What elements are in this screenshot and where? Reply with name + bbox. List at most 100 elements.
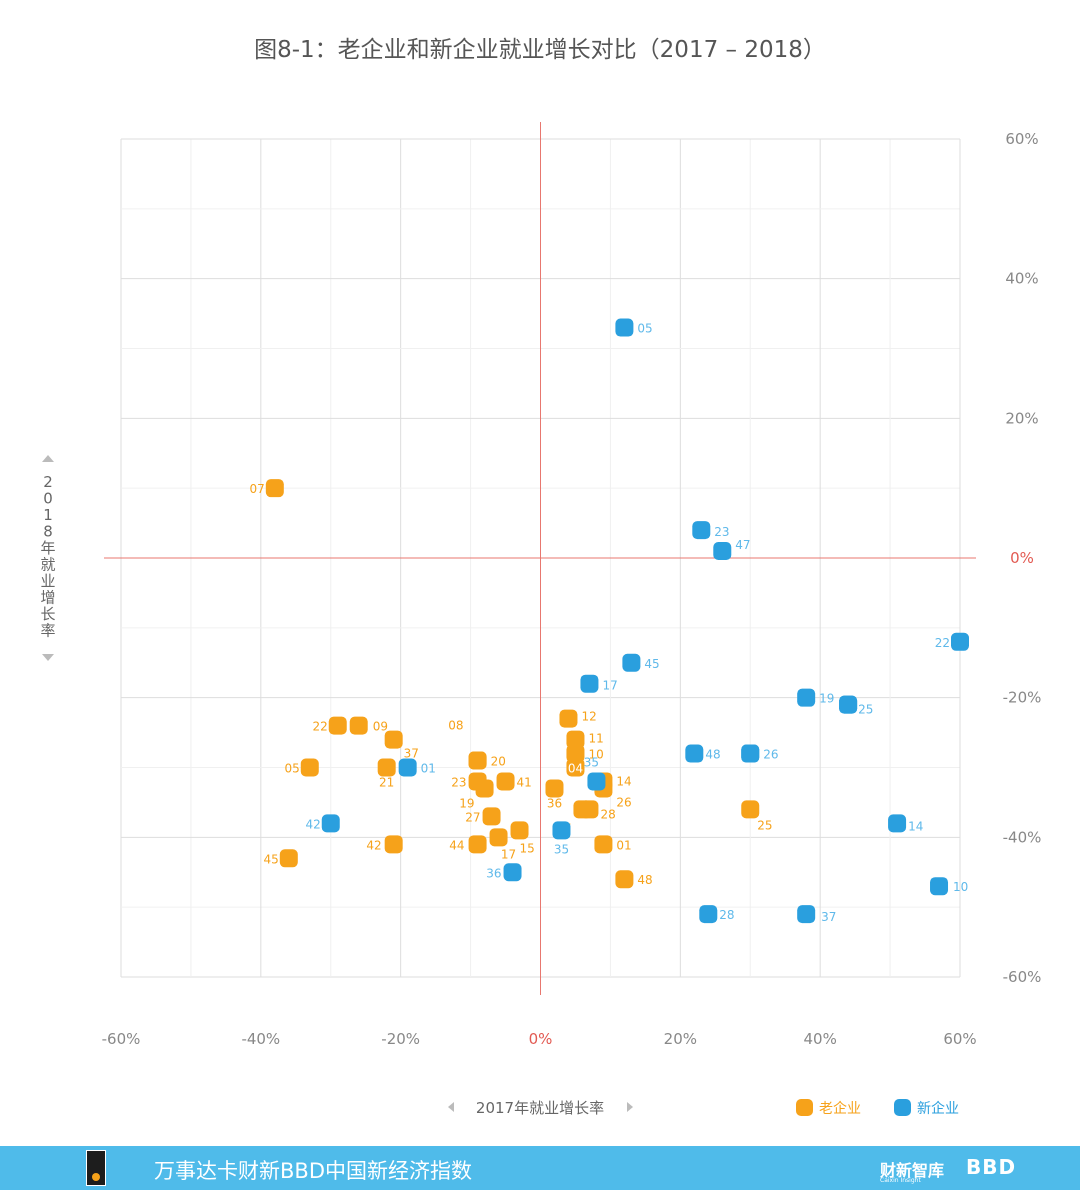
old-company-point <box>559 709 578 728</box>
point-label: 22 <box>312 720 327 734</box>
point-label: 45 <box>644 657 659 671</box>
new-company-point <box>622 653 641 672</box>
caixin-insight-sub: Caixin Insight <box>880 1177 921 1184</box>
old-company-point <box>328 716 347 735</box>
new-company-point <box>503 863 522 882</box>
point-label: 37 <box>404 747 419 761</box>
new-company-point <box>839 695 858 714</box>
point-label: 05 <box>637 322 652 336</box>
x-tick-label: -60% <box>102 1030 141 1048</box>
point-label: 23 <box>451 775 466 789</box>
new-company-point <box>587 772 606 791</box>
point-label: 47 <box>735 538 750 552</box>
point-label: 15 <box>520 841 535 855</box>
x-tick-label: 20% <box>664 1030 697 1048</box>
point-label: 41 <box>517 775 532 789</box>
old-company-point <box>566 744 585 763</box>
new-company-point <box>888 814 907 833</box>
point-label: 17 <box>501 847 516 861</box>
new-company-point <box>685 744 704 763</box>
point-label: 28 <box>719 908 734 922</box>
new-company-point <box>552 821 571 840</box>
point-label: 28 <box>600 807 615 821</box>
point-label: 48 <box>705 748 720 762</box>
new-company-point <box>741 744 760 763</box>
y-tick-label: -60% <box>1003 968 1042 986</box>
old-company-point <box>510 821 529 840</box>
y-arrow-down-icon <box>42 654 54 661</box>
new-company-point <box>321 814 340 833</box>
old-company-point <box>545 779 564 798</box>
point-label: 19 <box>819 692 834 706</box>
old-company-point <box>566 758 585 777</box>
legend-swatch <box>796 1099 813 1116</box>
point-label: 27 <box>465 810 480 824</box>
new-company-point <box>930 877 949 896</box>
point-label: 26 <box>763 748 778 762</box>
legend-label: 新企业 <box>917 1100 959 1117</box>
new-company-point <box>797 905 816 924</box>
point-label: 48 <box>637 873 652 887</box>
x-tick-label: 60% <box>943 1030 976 1048</box>
point-label: 01 <box>616 838 631 852</box>
point-label: 35 <box>584 755 599 769</box>
point-label: 04 <box>568 762 583 776</box>
old-company-point <box>384 835 403 854</box>
old-company-point <box>279 849 298 868</box>
x-arrow-left-icon <box>448 1102 454 1112</box>
y-tick-label: 40% <box>1005 270 1038 288</box>
legend: 老企业 新企业 <box>796 1099 959 1117</box>
old-company-point <box>566 730 585 749</box>
old-company-point <box>384 730 403 749</box>
caixin-insight-logo: 财新智库 <box>880 1161 945 1180</box>
y-tick-label: 0% <box>1010 549 1034 567</box>
old-company-point <box>349 716 368 735</box>
point-label: 37 <box>821 910 836 924</box>
y-tick-label: -40% <box>1003 828 1042 846</box>
y-axis-title: 2 0 1 8 年就业增长率 <box>40 473 55 640</box>
point-label: 44 <box>449 838 464 852</box>
point-label: 09 <box>373 720 388 734</box>
x-tick-label: 0% <box>529 1030 553 1048</box>
old-company-point <box>594 835 613 854</box>
x-axis-title: 2017年就业增长率 <box>476 1099 604 1117</box>
legend-label: 老企业 <box>819 1100 861 1117</box>
point-label: 36 <box>547 796 562 810</box>
point-label: 14 <box>616 774 631 788</box>
bbd-logo: BBD <box>966 1155 1017 1179</box>
point-label: 08 <box>448 719 463 733</box>
old-company-point <box>300 758 319 777</box>
x-tick-label: -20% <box>381 1030 420 1048</box>
old-company-point <box>489 828 508 847</box>
old-company-point <box>475 779 494 798</box>
point-label: 35 <box>554 842 569 856</box>
old-company-point <box>615 870 634 889</box>
new-company-point <box>797 688 816 707</box>
footer-title: 万事达卡财新BBD中国新经济指数 <box>154 1159 472 1183</box>
old-company-point <box>741 800 760 819</box>
old-company-point <box>468 835 487 854</box>
x-arrow-right-icon <box>627 1102 633 1112</box>
point-label: 23 <box>714 525 729 539</box>
old-company-point <box>496 772 515 791</box>
x-tick-label: -40% <box>241 1030 280 1048</box>
y-arrow-up-icon <box>42 455 54 462</box>
new-company-point <box>615 318 634 337</box>
point-label: 36 <box>486 866 501 880</box>
point-label: 42 <box>305 817 320 831</box>
new-company-point <box>713 542 732 561</box>
new-company-point <box>580 674 599 693</box>
old-company-point <box>265 479 284 498</box>
y-tick-label: -20% <box>1003 689 1042 707</box>
new-company-point <box>398 758 417 777</box>
new-company-point <box>692 521 711 540</box>
old-company-point <box>573 800 592 819</box>
point-label: 22 <box>935 636 950 650</box>
point-label: 12 <box>581 710 596 724</box>
old-company-point <box>482 807 501 826</box>
point-label: 42 <box>366 838 381 852</box>
point-label: 10 <box>953 880 968 894</box>
point-label: 21 <box>379 776 394 790</box>
x-tick-label: 40% <box>803 1030 836 1048</box>
